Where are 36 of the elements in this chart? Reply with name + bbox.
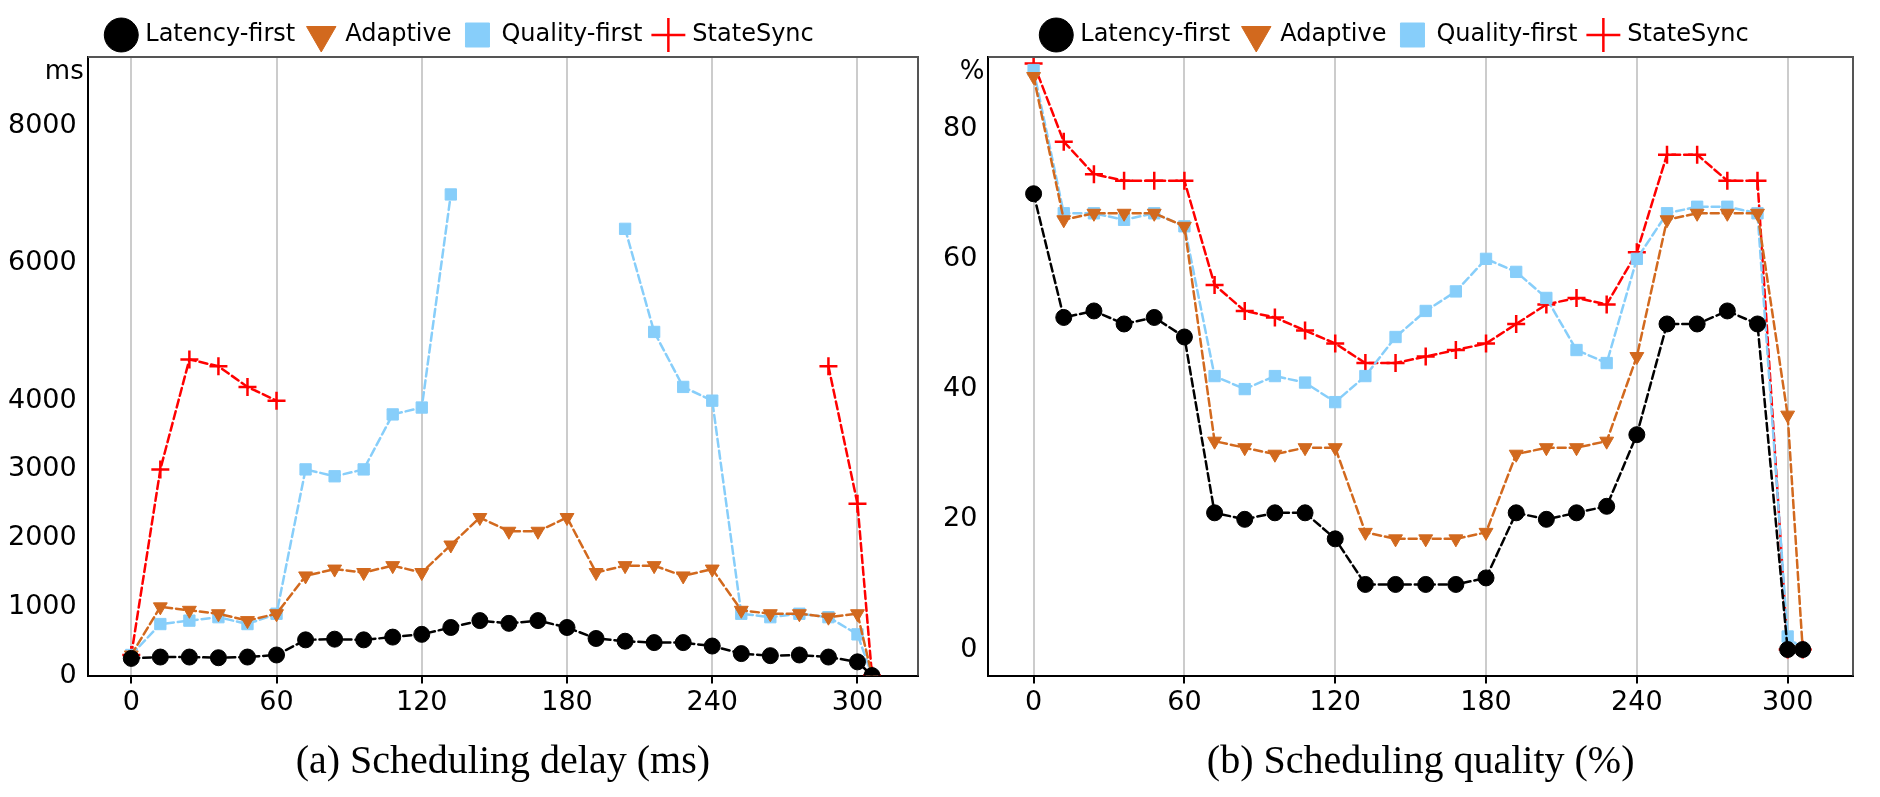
x-tick-label: 60 — [259, 684, 294, 716]
y-tick-label: 80 — [943, 110, 978, 142]
x-axis-title: (a) Scheduling delay (ms) — [295, 736, 711, 782]
legend-label: Quality-first — [501, 19, 643, 48]
legend-label: Adaptive — [1280, 19, 1387, 48]
y-tick-label: 0 — [59, 657, 77, 689]
legend-label: StateSync — [1627, 19, 1749, 48]
x-tick-label: 180 — [1460, 684, 1512, 716]
y-tick-label: 8000 — [7, 107, 77, 139]
legend-label: StateSync — [692, 19, 814, 48]
x-tick-label: 300 — [831, 684, 884, 716]
x-axis-title: (b) Scheduling quality (%) — [1206, 736, 1635, 782]
y-tick-label: 3000 — [7, 451, 77, 483]
y-tick-label: 4000 — [7, 382, 77, 414]
x-tick-label: 300 — [1761, 684, 1814, 716]
y-tick-label: 0 — [960, 631, 978, 663]
legend-label: Latency-first — [145, 19, 296, 48]
x-tick-label: 120 — [395, 684, 448, 716]
x-tick-label: 180 — [541, 684, 593, 716]
y-axis-title: ms — [44, 54, 84, 85]
x-tick-label: 240 — [686, 684, 739, 716]
y-tick-label: 40 — [943, 371, 978, 403]
x-tick-label: 240 — [1611, 684, 1663, 716]
y-tick-label: 1000 — [7, 588, 77, 620]
y-axis-title: % — [959, 54, 985, 85]
legend-label: Adaptive — [345, 19, 452, 48]
legend-label: Latency-first — [1080, 19, 1231, 48]
y-tick-label: 2000 — [7, 520, 77, 552]
x-tick-label: 120 — [1309, 684, 1361, 716]
y-tick-label: 20 — [943, 501, 978, 533]
y-tick-label: 6000 — [7, 245, 77, 277]
x-tick-label: 60 — [1167, 684, 1202, 716]
legend-label: Quality-first — [1436, 19, 1578, 48]
x-tick-label: 0 — [1025, 684, 1043, 716]
x-tick-label: 0 — [122, 684, 140, 716]
y-tick-label: 60 — [943, 240, 978, 272]
